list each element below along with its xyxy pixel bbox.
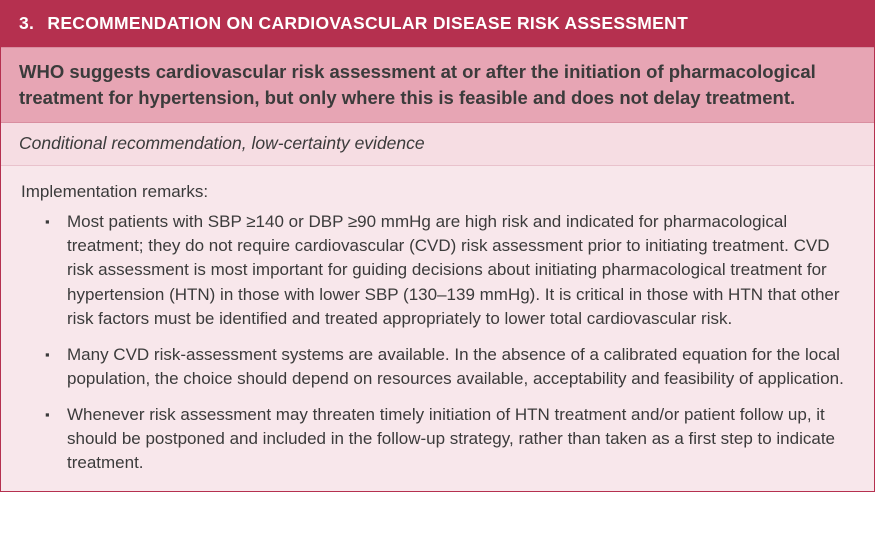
remark-item: Many CVD risk-assessment systems are ava… [49,343,854,391]
recommendation-strength: Conditional recommendation, low-certaint… [1,123,874,166]
recommendation-title: RECOMMENDATION ON CARDIOVASCULAR DISEASE… [47,13,688,33]
remarks-label: Implementation remarks: [21,180,854,204]
card-header: 3. RECOMMENDATION ON CARDIOVASCULAR DISE… [1,1,874,47]
remarks-list: Most patients with SBP ≥140 or DBP ≥90 m… [21,210,854,475]
remark-item: Most patients with SBP ≥140 or DBP ≥90 m… [49,210,854,331]
recommendation-statement: WHO suggests cardiovascular risk assessm… [1,47,874,123]
remark-item: Whenever risk assessment may threaten ti… [49,403,854,475]
recommendation-number: 3. [19,13,34,33]
recommendation-card: 3. RECOMMENDATION ON CARDIOVASCULAR DISE… [0,0,875,492]
implementation-remarks-section: Implementation remarks: Most patients wi… [1,166,874,491]
